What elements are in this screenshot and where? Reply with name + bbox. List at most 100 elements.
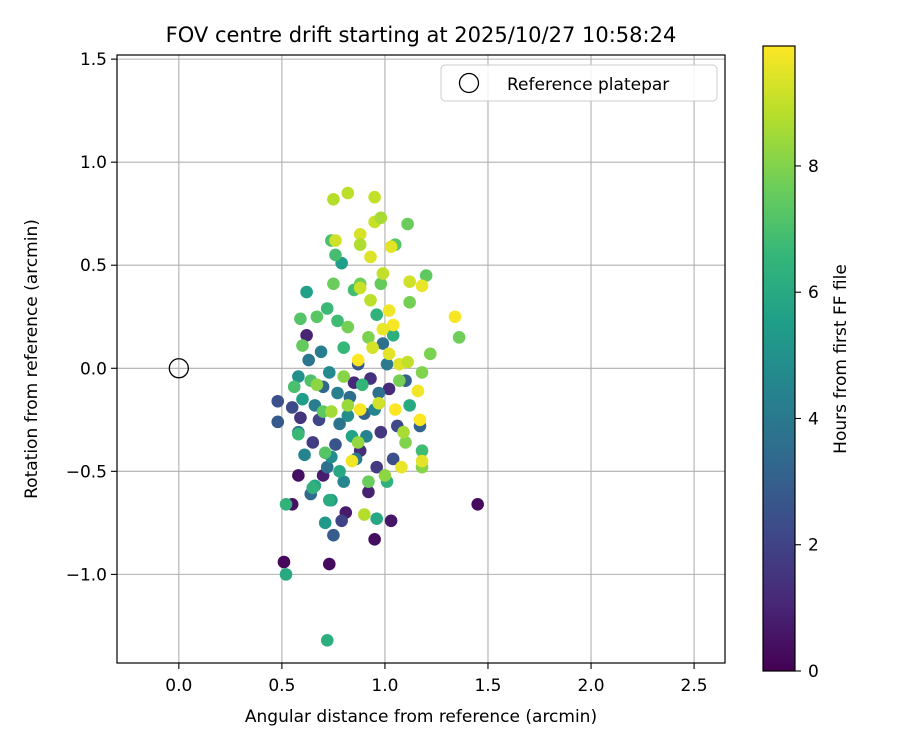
data-point [314, 345, 328, 359]
data-point [320, 460, 334, 474]
chart-title: FOV centre drift starting at 2025/10/27 … [166, 23, 677, 47]
data-point [401, 355, 414, 369]
data-point [302, 353, 315, 367]
data-point [329, 248, 342, 262]
data-point [327, 192, 340, 206]
data-point [471, 498, 484, 511]
colorbar-tick-label: 6 [808, 283, 819, 303]
data-point [415, 366, 429, 379]
data-point [386, 328, 400, 342]
data-point [292, 469, 305, 482]
data-point [329, 438, 342, 451]
x-axis-ticks: 0.0 0.5 1.0 1.5 2.0 2.5 [165, 663, 708, 696]
data-point [384, 240, 398, 253]
data-point [318, 516, 332, 530]
data-point [341, 409, 355, 422]
y-tick-label: −0.5 [66, 462, 107, 482]
data-point [292, 370, 305, 383]
data-point [382, 382, 396, 396]
data-point [353, 238, 367, 251]
data-point [415, 454, 429, 468]
data-point [310, 378, 324, 392]
data-point [298, 448, 311, 462]
data-point [372, 397, 386, 410]
data-point [355, 378, 369, 392]
data-point [271, 415, 285, 429]
grid-lines [117, 55, 725, 663]
legend-marker-open-circle [458, 72, 480, 94]
colorbar-gradient [763, 46, 795, 671]
data-point [376, 267, 390, 280]
x-tick-label: 0.0 [165, 676, 192, 696]
y-tick-label: −1.0 [66, 565, 107, 585]
data-point [374, 211, 388, 225]
colorbar-tick-label: 4 [808, 409, 819, 429]
data-point [329, 234, 342, 247]
data-point [415, 279, 429, 293]
data-point [337, 475, 351, 488]
data-point [364, 293, 377, 307]
data-point [306, 481, 320, 495]
data-point [327, 528, 340, 542]
data-point [370, 308, 383, 321]
y-tick-label: 0.5 [80, 256, 107, 276]
data-point [401, 217, 414, 231]
data-point [345, 454, 359, 468]
x-tick-label: 1.5 [474, 676, 501, 696]
data-point [341, 399, 355, 412]
data-point [327, 277, 340, 291]
data-point [287, 380, 301, 394]
data-point [337, 341, 351, 354]
data-point [335, 514, 348, 528]
data-point [353, 403, 367, 416]
data-point [292, 427, 305, 441]
data-point [279, 568, 293, 581]
data-point [351, 353, 365, 367]
data-point [362, 475, 375, 488]
data-point [353, 228, 367, 241]
data-point [382, 304, 396, 317]
data-point [294, 312, 307, 326]
data-point [378, 469, 392, 482]
data-point [277, 555, 291, 569]
data-point [296, 392, 309, 406]
data-point [452, 331, 466, 344]
data-point [376, 322, 390, 336]
data-point [353, 281, 367, 295]
data-point [351, 436, 365, 449]
x-tick-label: 2.0 [578, 676, 605, 696]
data-point [364, 250, 377, 264]
data-point [296, 339, 309, 352]
data-point [384, 514, 398, 528]
data-point [333, 465, 346, 478]
data-point [333, 417, 346, 431]
x-tick-label: 1.0 [371, 676, 398, 696]
y-tick-label: 1.5 [80, 50, 107, 70]
legend: Reference platepar [440, 64, 718, 102]
data-point [368, 190, 381, 204]
data-point [376, 337, 390, 350]
data-point [285, 401, 299, 414]
data-point [362, 331, 375, 344]
x-tick-label: 0.5 [268, 676, 295, 696]
reference-point-marker [168, 358, 189, 379]
data-point [341, 186, 355, 200]
data-point [448, 310, 462, 324]
colorbar-tick-label: 0 [808, 662, 819, 682]
y-tick-label: 1.0 [80, 153, 107, 173]
data-point [380, 357, 394, 371]
data-point [370, 460, 383, 474]
data-point [403, 399, 416, 412]
data-point [403, 275, 416, 289]
legend-box [440, 64, 718, 102]
data-point [411, 384, 425, 398]
x-axis-label: Angular distance from reference (arcmin) [245, 707, 597, 727]
data-point [393, 374, 406, 387]
data-point [300, 285, 313, 299]
data-point [310, 310, 324, 324]
colorbar-label: Hours from first FF file [831, 264, 851, 454]
colorbar-tick-label: 8 [808, 157, 819, 177]
data-point [366, 341, 379, 354]
data-point [399, 436, 412, 449]
